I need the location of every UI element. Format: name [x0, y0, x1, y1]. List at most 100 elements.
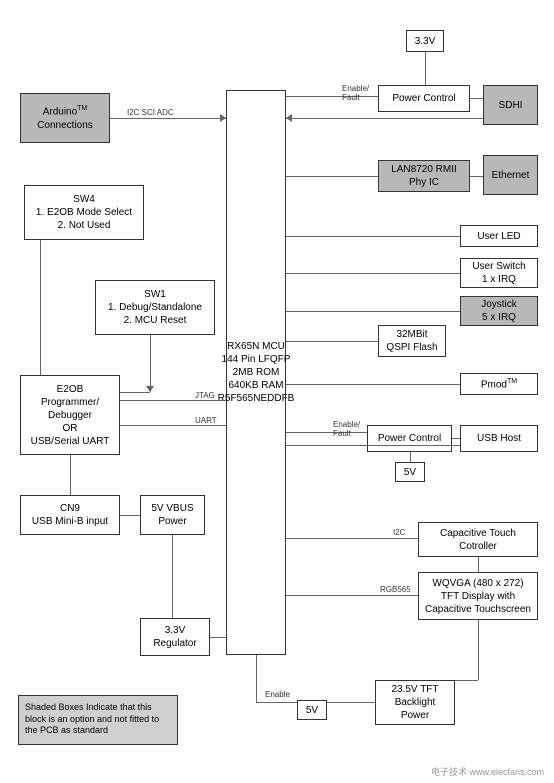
line [478, 557, 479, 572]
line [470, 176, 483, 177]
line [286, 445, 460, 446]
line [286, 311, 460, 312]
mcu-text: RX65N MCU 144 Pin LFQFP 2MB ROM 640KB RA… [218, 340, 295, 405]
e2ob-l2: Programmer/ [41, 396, 99, 409]
line [120, 425, 226, 426]
sdhi-text: SDHI [499, 99, 523, 112]
e2ob-l5: USB/Serial UART [31, 435, 110, 448]
bl-l3: Power [401, 709, 429, 722]
cn9-block: CN9 USB Mini-B input [20, 495, 120, 535]
lbl-uart: UART [195, 416, 217, 425]
lbl-i2c-sci-adc: I2C SCI ADC [127, 108, 174, 117]
sw1-line2: 2. MCU Reset [124, 314, 187, 327]
arrow [286, 114, 292, 122]
e2ob-l1: E2OB [57, 383, 84, 396]
usbhost-block: USB Host [460, 425, 538, 452]
line [410, 452, 411, 462]
watermark: 电子技术 www.elecfans.com [431, 765, 544, 778]
userled-text: User LED [477, 230, 520, 243]
v5a-block: 5V [395, 462, 425, 482]
tft-l1: WQVGA (480 x 272) [432, 577, 523, 590]
sw4-title: SW4 [73, 193, 95, 206]
qspi-block: 32MBit QSPI Flash [378, 325, 446, 357]
line [286, 118, 483, 119]
usersw-l2: 1 x IRQ [482, 273, 516, 286]
tft-block: WQVGA (480 x 272) TFT Display with Capac… [418, 572, 538, 620]
tft-l3: Capacitive Touchscreen [425, 603, 531, 616]
usersw-l1: User Switch [472, 260, 525, 273]
captouch-block: Capacitive Touch Cotroller [418, 522, 538, 557]
v5b-block: 5V [297, 700, 327, 720]
arduino-label: ArduinoTM [43, 104, 88, 118]
line [150, 335, 151, 392]
v33-text: 3.3V [415, 35, 436, 48]
arduino-block: ArduinoTM Connections [20, 93, 110, 143]
reg33-block: 3.3V Regulator [140, 618, 210, 656]
line [286, 236, 460, 237]
vbus-l2: Power [158, 515, 186, 528]
lbl-jtag: JTAG [195, 391, 215, 400]
lbl-ef2: Enable/ Fault [333, 420, 360, 438]
cn9-l2: USB Mini-B input [32, 515, 108, 528]
v33-block: 3.3V [406, 30, 444, 52]
lbl-i2c: I2C [393, 528, 405, 537]
usersw-block: User Switch 1 x IRQ [460, 258, 538, 288]
pc2-text: Power Control [378, 432, 441, 445]
qspi-l2: QSPI Flash [386, 341, 437, 354]
line [120, 392, 150, 393]
sw1-title: SW1 [144, 288, 166, 301]
sw1-block: SW1 1. Debug/Standalone 2. MCU Reset [95, 280, 215, 335]
qspi-l1: 32MBit [396, 328, 427, 341]
joy-l1: Joystick [481, 298, 517, 311]
line [286, 595, 418, 596]
sw4-line2: 2. Not Used [58, 219, 111, 232]
pc1-block: Power Control [378, 85, 470, 112]
line [470, 98, 483, 99]
note-text: Shaded Boxes Indicate that this block is… [25, 702, 171, 737]
sw4-line1: 1. E2OB Mode Select [36, 206, 132, 219]
eth-text: Ethernet [492, 169, 530, 182]
line [452, 438, 460, 439]
line [286, 384, 460, 385]
line [286, 341, 378, 342]
line [70, 455, 71, 495]
pc2-block: Power Control [367, 425, 452, 452]
pmod-block: PmodTM [460, 373, 538, 395]
pmod-label: PmodTM [481, 377, 517, 391]
line [172, 535, 173, 618]
bl-l1: 23.5V TFT [391, 683, 438, 696]
arduino-line2: Connections [37, 119, 93, 132]
line [286, 176, 378, 177]
arrow [220, 114, 226, 122]
lan-l1: LAN8720 RMII [391, 163, 457, 176]
pc1-text: Power Control [392, 92, 455, 105]
line [40, 240, 41, 375]
joystick-block: Joystick 5 x IRQ [460, 296, 538, 326]
e2ob-block: E2OB Programmer/ Debugger OR USB/Serial … [20, 375, 120, 455]
line [256, 702, 297, 703]
eth-block: Ethernet [483, 155, 538, 195]
line [455, 680, 478, 681]
lbl-ef1: Enable/ Fault [342, 84, 369, 102]
line [210, 637, 226, 638]
usbhost-text: USB Host [477, 432, 521, 445]
vbus-l1: 5V VBUS [151, 502, 193, 515]
arrow [146, 386, 154, 392]
line [425, 52, 426, 85]
joy-l2: 5 x IRQ [482, 311, 516, 324]
lbl-enable: Enable [265, 690, 290, 699]
line [286, 538, 418, 539]
mcu-block: RX65N MCU 144 Pin LFQFP 2MB ROM 640KB RA… [226, 90, 286, 655]
line [120, 400, 226, 401]
line [327, 702, 375, 703]
line [120, 515, 140, 516]
cap-l1: Capacitive Touch [440, 527, 516, 540]
sw4-block: SW4 1. E2OB Mode Select 2. Not Used [24, 185, 144, 240]
lan-block: LAN8720 RMII Phy IC [378, 160, 470, 192]
bl-l2: Backlight [395, 696, 436, 709]
userled-block: User LED [460, 225, 538, 247]
cn9-l1: CN9 [60, 502, 80, 515]
cap-l2: Cotroller [459, 540, 497, 553]
backlight-block: 23.5V TFT Backlight Power [375, 680, 455, 725]
v5b-text: 5V [306, 704, 318, 717]
